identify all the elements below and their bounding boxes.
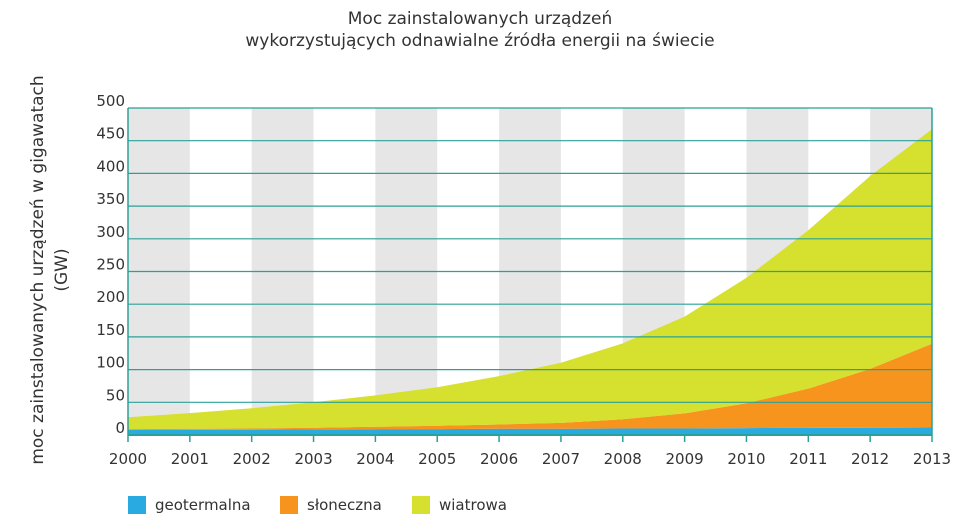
- legend-label-geotermalna: geotermalna: [155, 496, 251, 514]
- y-axis-label-line-2: (GW): [52, 248, 72, 291]
- legend-item-geotermalna: geotermalna: [128, 496, 251, 514]
- x-tick-label-2013: 2013: [913, 450, 951, 468]
- y-tick-label-200: 200: [96, 288, 125, 306]
- area-series-wiatrowa: [128, 129, 932, 430]
- x-tick-label-2008: 2008: [604, 450, 642, 468]
- y-tick-label-100: 100: [96, 354, 125, 372]
- x-tick-label-2002: 2002: [233, 450, 271, 468]
- y-tick-label-500: 500: [96, 92, 125, 110]
- area-series-group: [128, 129, 932, 435]
- chart-title: Moc zainstalowanych urządzeń wykorzystuj…: [0, 8, 960, 52]
- x-tick-label-2007: 2007: [542, 450, 580, 468]
- x-tick-label-2005: 2005: [418, 450, 456, 468]
- y-tick-label-250: 250: [96, 256, 125, 274]
- x-tick-label-2004: 2004: [356, 450, 394, 468]
- legend-item-sloneczna: słoneczna: [280, 496, 382, 514]
- legend-swatch-sloneczna: [280, 496, 298, 514]
- x-tick-labels: 2000 2001 2002 2003 2004 2005 2006 2007 2008 2009…: [109, 435, 951, 468]
- area-series-słoneczna: [128, 343, 932, 430]
- y-tick-label-300: 300: [96, 223, 125, 241]
- x-tick-label-2003: 2003: [294, 450, 332, 468]
- y-tick-label-450: 450: [96, 125, 125, 143]
- x-tick-label-2009: 2009: [666, 450, 704, 468]
- x-tick-label-2001: 2001: [171, 450, 209, 468]
- y-tick-label-350: 350: [96, 190, 125, 208]
- y-axis-label: moc zainstalowanych urządzeń w gigawatac…: [28, 75, 72, 464]
- y-axis-label-line-1: moc zainstalowanych urządzeń w gigawatac…: [28, 75, 48, 464]
- x-tick-label-2012: 2012: [851, 450, 889, 468]
- y-tick-label-150: 150: [96, 321, 125, 339]
- gridlines: [128, 107, 932, 403]
- chart-title-line-1: Moc zainstalowanych urządzeń: [347, 9, 613, 29]
- legend-swatch-geotermalna: [128, 496, 146, 514]
- legend-item-wiatrowa: wiatrowa: [412, 496, 507, 514]
- x-tick-label-2000: 2000: [109, 450, 147, 468]
- axes: [127, 108, 933, 436]
- x-tick-label-2011: 2011: [789, 450, 827, 468]
- y-axis-label-group: moc zainstalowanych urządzeń w gigawatac…: [28, 75, 72, 464]
- y-tick-label-50: 50: [106, 386, 125, 404]
- x-tick-label-2006: 2006: [480, 450, 518, 468]
- chart-title-line-2: wykorzystujących odnawialne źródła energ…: [245, 31, 715, 51]
- legend-label-sloneczna: słoneczna: [307, 496, 382, 514]
- x-tick-label-2010: 2010: [727, 450, 765, 468]
- legend-label-wiatrowa: wiatrowa: [439, 496, 507, 514]
- y-tick-label-400: 400: [96, 157, 125, 175]
- y-tick-label-0: 0: [115, 419, 125, 437]
- y-tick-labels: 0 50 100 150 200 250 300 350 400 450 500: [96, 92, 125, 437]
- legend-swatch-wiatrowa: [412, 496, 430, 514]
- area-series-geotermalna: [128, 427, 932, 435]
